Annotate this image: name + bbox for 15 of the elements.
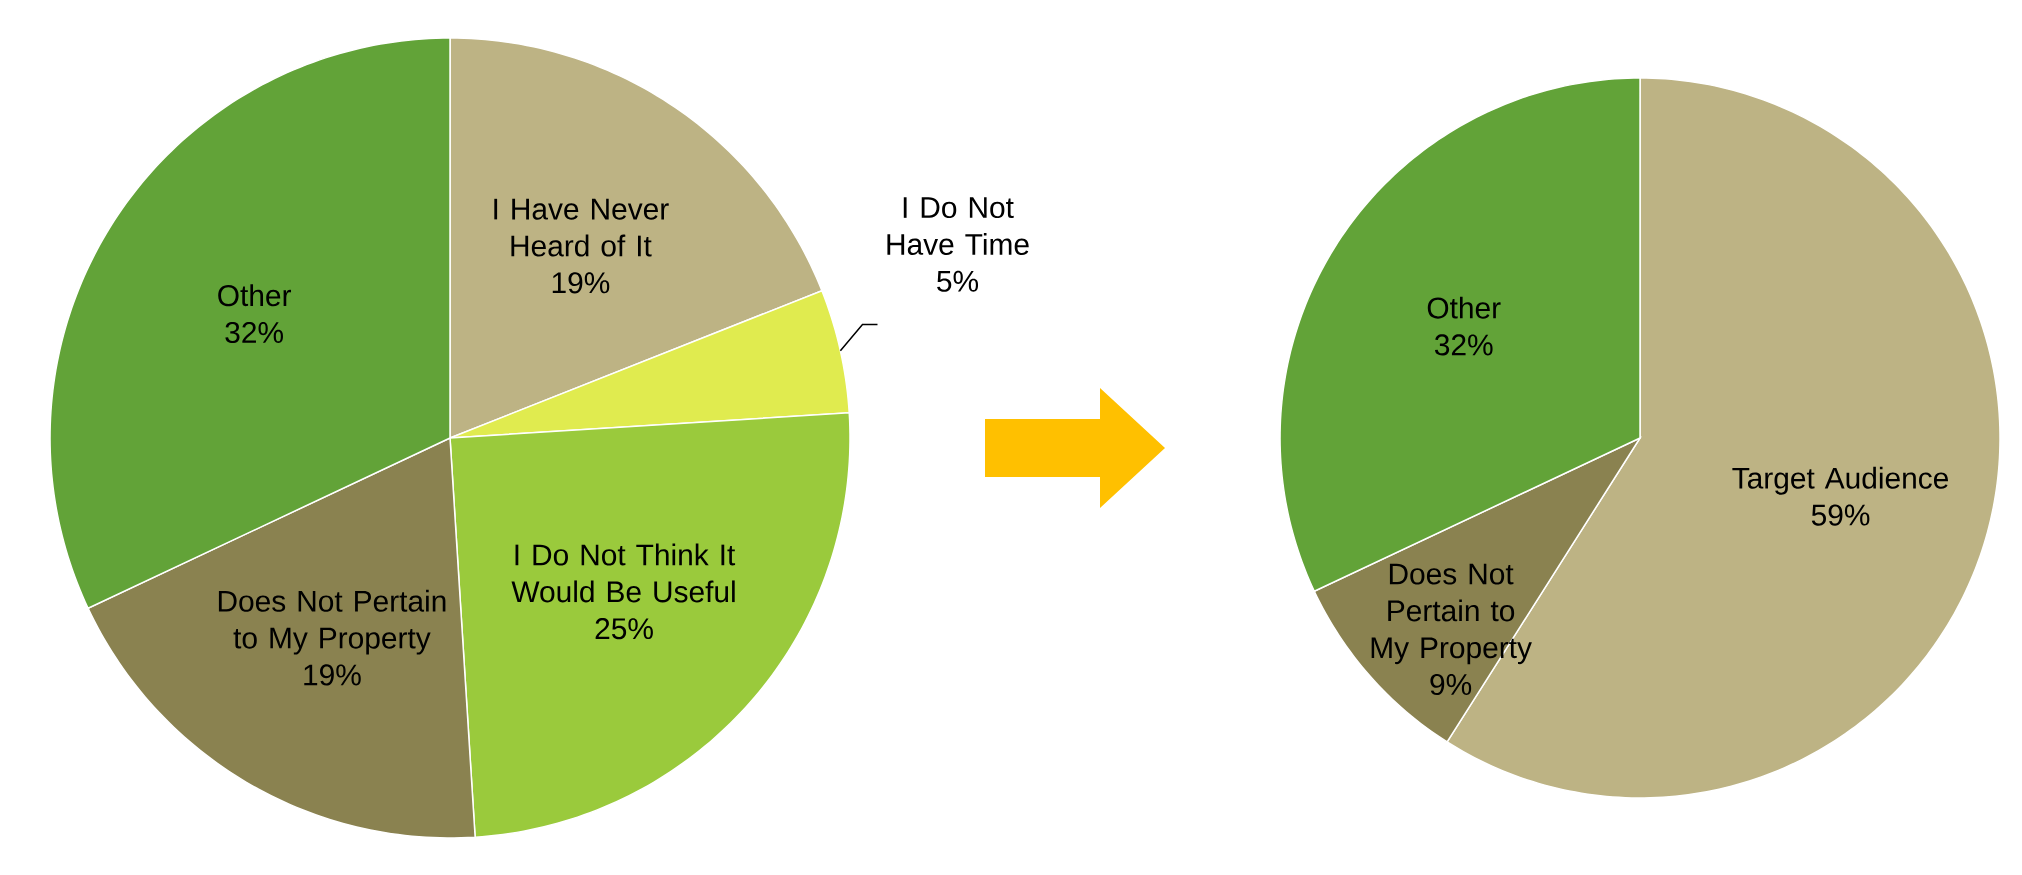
data-label: 32% [225,321,283,344]
slice-label: Does Not Pertain to My Property [218,589,446,655]
data-label: 5% [937,270,979,292]
data-label: 19% [552,272,610,294]
slice-label: Other [1427,296,1501,319]
data-label: 59% [1811,504,1870,526]
data-label: 19% [304,664,361,686]
data-label: 32% [1434,334,1493,356]
slice-label: Other [218,284,292,307]
slice-label: I Do Not Have Time [887,197,1029,255]
data-label: 9% [1430,673,1472,696]
slice-label: Target Audience [1732,466,1948,495]
slice-label: I Have Never Heard of It [494,198,669,257]
data-label: 25% [595,618,653,640]
slice-label: I Do Not Think It Would Be Useful [511,543,736,603]
